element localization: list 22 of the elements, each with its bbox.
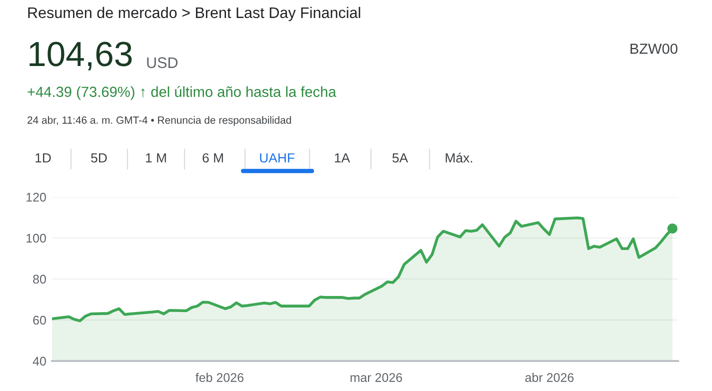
y-tick-label: 40	[32, 356, 46, 366]
text: 24 abr, 11:46 a. m. GMT-4 • Renuncia de responsabilidad	[28, 116, 291, 126]
text: 5A	[392, 153, 408, 163]
text: USD	[147, 57, 178, 68]
text: UAHF	[260, 153, 294, 163]
y-tick-label: 80	[33, 274, 46, 284]
text: 1 M	[146, 153, 166, 162]
text: +44.39 (73.69%) ↑ del último año hasta la fecha	[28, 86, 336, 100]
x-tick-label: abr 2026	[525, 372, 574, 382]
x-tick-label: feb 2026	[196, 372, 244, 382]
text: 1D	[36, 153, 51, 162]
y-tick-label: 60	[33, 316, 46, 325]
text: BZW00	[630, 44, 678, 54]
y-tick-label: 120	[26, 192, 46, 202]
text: Máx.	[446, 152, 472, 163]
text: 1A	[334, 153, 350, 162]
text: 6 M	[202, 153, 223, 163]
y-tick-label: 100	[26, 234, 46, 243]
text: 5D	[91, 153, 107, 163]
x-tick-label: mar 2026	[350, 373, 402, 382]
chart-title: Resumen de mercado > Brent Last Day Financial	[28, 6, 360, 22]
text: 104,63	[30, 42, 132, 70]
